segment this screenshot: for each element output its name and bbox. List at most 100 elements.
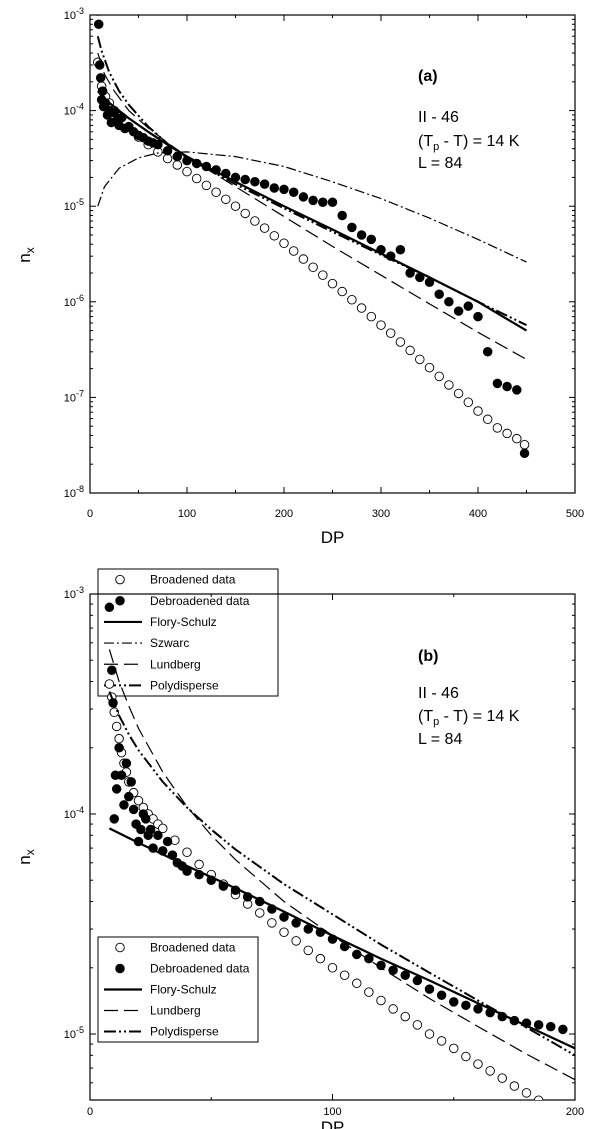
data-point xyxy=(182,166,192,177)
data-point xyxy=(250,177,260,187)
data-point xyxy=(94,60,105,70)
data-point xyxy=(436,1036,447,1046)
data-point xyxy=(126,777,136,787)
data-point xyxy=(288,246,299,256)
data-point xyxy=(463,301,474,311)
annotation-length: L = 84 xyxy=(418,731,462,748)
data-point xyxy=(347,295,357,305)
y-tick-label: 10-6 xyxy=(64,293,84,309)
series-broadened-data xyxy=(93,57,530,450)
annotation-undercooling: (Tp - T) = 14 K xyxy=(418,133,520,153)
data-point xyxy=(364,953,374,964)
y-axis-label: nx xyxy=(15,247,37,262)
y-tick-label: 10-4 xyxy=(64,102,84,118)
plot-area xyxy=(104,602,575,1100)
data-point xyxy=(366,311,377,322)
data-point xyxy=(201,180,212,191)
series-line-szwarc xyxy=(97,151,527,263)
data-point xyxy=(482,347,493,357)
y-tick-label: 10-3 xyxy=(64,6,84,22)
data-point xyxy=(444,297,454,307)
data-point xyxy=(104,602,115,613)
data-point xyxy=(436,990,447,1001)
data-point xyxy=(95,15,101,16)
data-point xyxy=(298,192,309,202)
data-point xyxy=(107,665,117,676)
data-point xyxy=(269,231,280,241)
data-point xyxy=(509,1081,520,1091)
legend-marker xyxy=(115,596,125,606)
x-axis-label: DP xyxy=(321,528,345,547)
data-point xyxy=(157,823,168,834)
legend-label: Flory-Schulz xyxy=(150,983,217,997)
x-tick-label: 400 xyxy=(469,508,487,520)
x-tick-label: 200 xyxy=(275,508,293,520)
data-point xyxy=(327,963,338,973)
legend-marker xyxy=(115,942,125,953)
data-point xyxy=(473,1004,483,1014)
legend: Broadened data Debroadened data Flory-Schu… xyxy=(97,936,259,1043)
x-tick-label: 0 xyxy=(87,1106,93,1118)
data-point xyxy=(109,814,119,824)
series-line-lundberg xyxy=(108,649,575,1081)
data-point xyxy=(279,184,289,195)
series-line-polydisperse xyxy=(96,35,527,327)
data-point xyxy=(482,414,493,425)
data-point xyxy=(279,927,289,938)
data-point xyxy=(162,836,173,847)
data-point xyxy=(279,238,289,248)
data-point xyxy=(400,1011,411,1022)
data-point xyxy=(93,19,104,30)
plot-area xyxy=(93,15,530,459)
data-point xyxy=(424,362,435,373)
y-tick-label: 10-8 xyxy=(64,484,84,500)
data-point xyxy=(95,73,106,83)
data-point xyxy=(119,800,129,810)
plot-frame xyxy=(89,14,576,494)
data-point xyxy=(194,859,204,870)
data-point xyxy=(114,733,124,744)
data-point xyxy=(182,847,192,858)
x-tick-label: 200 xyxy=(566,1106,584,1118)
data-point xyxy=(128,804,139,815)
legend-label: Lundberg xyxy=(150,657,201,671)
legend-box xyxy=(97,568,279,697)
data-point xyxy=(269,183,280,193)
legend-label: Debroadened data xyxy=(150,594,250,608)
data-point xyxy=(172,151,183,162)
annotation-undercooling: (Tp - T) = 14 K xyxy=(418,708,520,728)
data-point xyxy=(114,743,124,753)
data-point xyxy=(250,216,260,226)
data-point xyxy=(221,194,231,205)
y-tick-label: 10-3 xyxy=(64,585,84,601)
data-point xyxy=(405,345,415,356)
data-point xyxy=(461,1051,471,1062)
data-point xyxy=(308,262,318,272)
data-point xyxy=(463,397,474,407)
legend-label: Polydisperse xyxy=(150,1025,219,1039)
data-point xyxy=(366,234,377,245)
data-point xyxy=(395,245,406,255)
data-point xyxy=(327,197,338,207)
y-tick-label: 10-4 xyxy=(64,805,84,821)
data-point xyxy=(240,174,250,185)
data-point xyxy=(267,918,277,928)
data-point xyxy=(558,1024,568,1035)
data-point xyxy=(473,1059,483,1069)
series-line-flory-schulz xyxy=(97,90,528,332)
legend-label: Polydisperse xyxy=(150,678,219,692)
data-point xyxy=(145,824,156,835)
data-point xyxy=(512,385,522,395)
data-point xyxy=(376,320,386,330)
data-point xyxy=(230,201,241,211)
data-point xyxy=(502,381,512,392)
data-point xyxy=(434,371,444,382)
panel-label: (a) xyxy=(418,68,438,85)
data-point xyxy=(288,187,299,197)
data-point xyxy=(315,953,326,964)
data-point xyxy=(121,758,132,769)
legend: Broadened data Debroadened data Flory-Schu… xyxy=(97,568,279,697)
legend-label: Szwarc xyxy=(150,636,189,650)
data-point xyxy=(339,970,350,980)
data-point xyxy=(254,908,265,918)
